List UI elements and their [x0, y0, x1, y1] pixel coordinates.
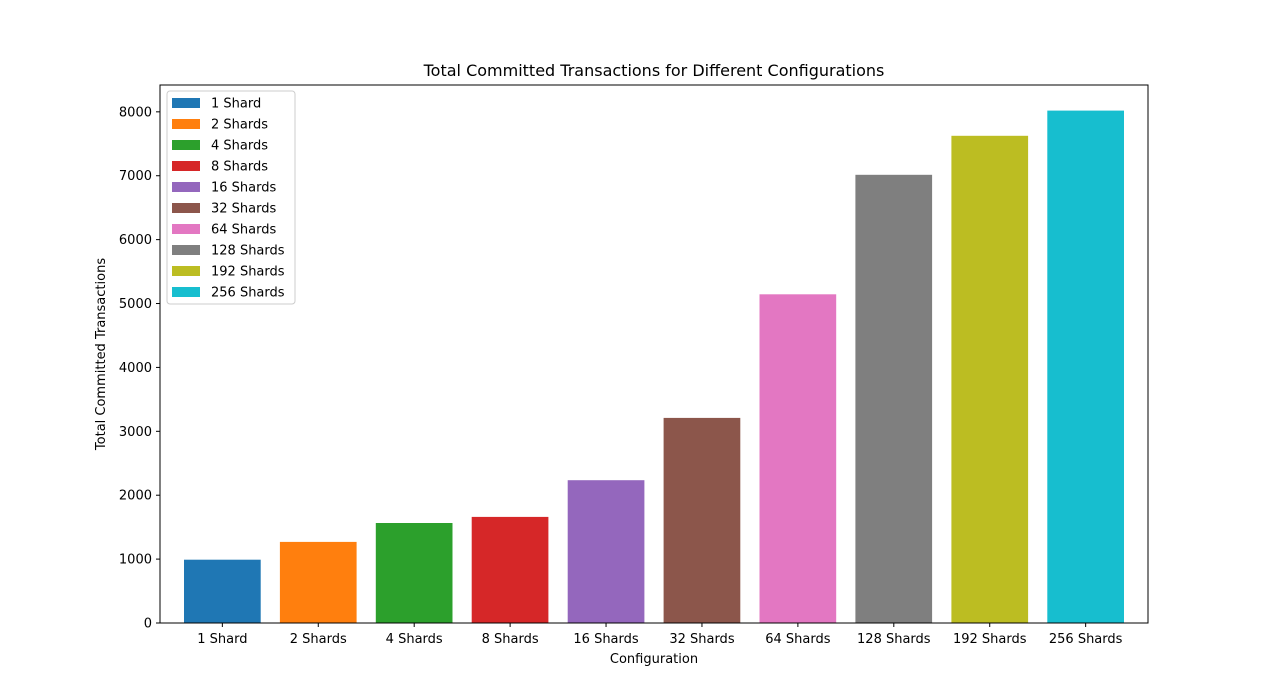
legend-swatch — [172, 98, 200, 108]
legend-swatch — [172, 287, 200, 297]
chart-title: Total Committed Transactions for Differe… — [423, 61, 885, 80]
bar — [1047, 110, 1124, 624]
bar — [471, 516, 549, 623]
x-tick-label: 1 Shard — [197, 632, 247, 647]
x-tick-label: 4 Shards — [386, 632, 443, 647]
legend-swatch — [172, 266, 200, 276]
bar — [279, 541, 357, 623]
legend-swatch — [172, 119, 200, 129]
bar — [375, 523, 453, 623]
x-tick-label: 16 Shards — [573, 632, 639, 647]
x-axis-label: Configuration — [610, 652, 698, 667]
bar — [184, 559, 261, 623]
bar — [663, 417, 741, 623]
legend-label: 2 Shards — [211, 118, 268, 133]
legend-label: 32 Shards — [211, 202, 277, 217]
x-tick-label: 32 Shards — [669, 632, 735, 647]
legend-label: 256 Shards — [211, 286, 285, 301]
legend-swatch — [172, 182, 200, 192]
legend-label: 8 Shards — [211, 160, 268, 175]
y-tick-label: 4000 — [119, 361, 152, 376]
x-tick-label: 2 Shards — [290, 632, 347, 647]
bar — [951, 135, 1029, 624]
legend-label: 1 Shard — [211, 97, 261, 112]
legend-label: 4 Shards — [211, 139, 268, 154]
legend-label: 16 Shards — [211, 181, 277, 196]
bar — [567, 480, 645, 623]
y-axis-label: Total Committed Transactions — [94, 258, 109, 451]
y-tick-label: 5000 — [119, 297, 152, 312]
x-axis-ticks: 1 Shard 2 Shards 4 Shards 8 Shards 16 Shards… — [197, 623, 1123, 647]
bars-group — [184, 110, 1124, 624]
legend-swatch — [172, 140, 200, 150]
y-axis-ticks: 0 1000 2000 3000 4000 5000 6000 7000 8000 — [119, 105, 160, 632]
legend-label: 192 Shards — [211, 265, 285, 280]
x-tick-label: 64 Shards — [765, 632, 831, 647]
plot-frame — [159, 84, 1149, 624]
x-tick-label: 8 Shards — [482, 632, 539, 647]
legend-label: 64 Shards — [211, 223, 277, 238]
x-tick-label: 192 Shards — [953, 632, 1027, 647]
legend-swatch — [172, 224, 200, 234]
y-tick-label: 3000 — [119, 425, 152, 440]
y-tick-label: 7000 — [119, 169, 152, 184]
y-tick-label: 1000 — [119, 553, 152, 568]
y-tick-label: 2000 — [119, 489, 152, 504]
bar — [855, 174, 933, 624]
y-tick-label: 8000 — [119, 105, 152, 120]
bar — [759, 294, 837, 623]
legend-swatch — [172, 203, 200, 213]
y-tick-label: 6000 — [119, 233, 152, 248]
x-tick-label: 128 Shards — [857, 632, 931, 647]
y-tick-label: 0 — [144, 617, 152, 632]
x-tick-label: 256 Shards — [1049, 632, 1123, 647]
legend-swatch — [172, 245, 200, 255]
legend-swatch — [172, 161, 200, 171]
legend-label: 128 Shards — [211, 244, 285, 259]
legend: 1 Shard 2 Shards 4 Shards 8 Shards 16 Shards… — [166, 90, 296, 305]
